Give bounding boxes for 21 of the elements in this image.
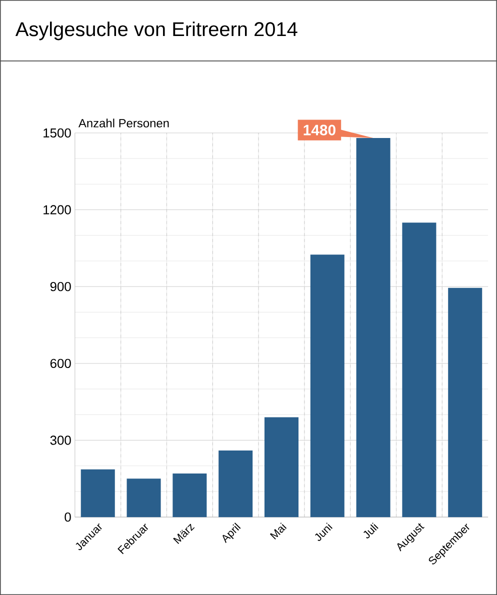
y-tick-label: 300 [50, 436, 71, 445]
chart-title: Asylgesuche von Eritreern 2014 [15, 22, 298, 40]
y-tick-label: 0 [64, 512, 71, 522]
y-tick-label: 1200 [44, 205, 71, 214]
bar [172, 474, 207, 518]
bar [80, 469, 115, 518]
bar [264, 417, 299, 518]
annotation: 1480 [304, 124, 336, 136]
bar [402, 222, 436, 518]
y-tick-label: 1500 [44, 128, 71, 138]
bar [310, 254, 344, 518]
y-axis-title: Anzahl Personen [78, 118, 169, 128]
bar [356, 138, 390, 518]
bar [126, 478, 161, 518]
y-tick-label: 900 [50, 282, 71, 292]
x-tick-label: Mai [270, 522, 287, 540]
bar [448, 288, 482, 518]
bar [218, 450, 253, 518]
y-tick-label: 600 [50, 358, 71, 368]
x-tick-label: Juni [315, 522, 333, 541]
x-tick-label: Juli [364, 522, 378, 538]
